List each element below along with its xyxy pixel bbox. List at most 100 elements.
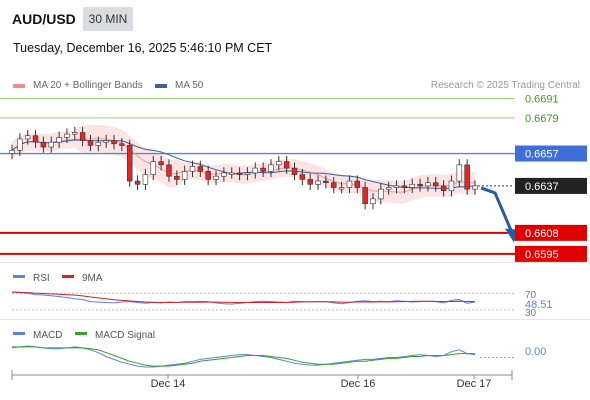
candle-body (464, 164, 470, 190)
projection-arrow (480, 186, 514, 234)
candle-body (338, 187, 345, 190)
candle-body (260, 167, 266, 172)
macd-value: 0.00 (525, 346, 546, 358)
candle-body (244, 172, 251, 175)
candle-body (299, 174, 306, 180)
ma20-swatch (13, 83, 25, 88)
rsi-value: 48.51 (525, 299, 553, 311)
level-label-0.6608: 0.6608 (525, 228, 559, 240)
rsi-level-label-70: 70 (525, 290, 537, 301)
candle-body (40, 141, 47, 148)
rsi-label: RSI (33, 273, 50, 284)
rsi-ma-swatch (62, 275, 74, 278)
level-label-0.6679: 0.6679 (525, 113, 559, 125)
candle-body (370, 198, 376, 205)
ma50-swatch (155, 83, 167, 88)
candle-body (150, 161, 156, 175)
candle-body (87, 140, 94, 146)
candle-body (425, 182, 431, 187)
candle-body (95, 141, 102, 146)
candle-body (331, 182, 337, 188)
candle-body (448, 180, 455, 192)
candle-body (174, 175, 180, 180)
candle-body (197, 166, 204, 172)
candle-body (126, 145, 133, 182)
candle-body (456, 164, 463, 182)
candle-body (307, 179, 313, 185)
research-credit: Research © 2025 Trading Central (430, 80, 580, 91)
price-panel: 0.6691 0.6679 0.6657 0.6637 0.6608 0.6595 (0, 93, 590, 320)
level-label-0.6691: 0.6691 (525, 93, 559, 105)
candle-body (72, 132, 78, 135)
candle-body (48, 141, 54, 148)
candle-body (346, 180, 353, 188)
candle-body (111, 140, 117, 145)
candle-body (103, 140, 109, 143)
candle-body (205, 171, 211, 180)
x-tick-label: Dec 14 (151, 378, 186, 390)
macd-label: MACD (33, 330, 62, 341)
chart-header: AUD/USD 30 MIN Tuesday, December 16, 202… (0, 0, 590, 70)
candle-body (17, 138, 23, 151)
candle-body (181, 171, 188, 180)
rsi-ma-label: 9MA (82, 273, 103, 284)
timeframe-badge[interactable]: 30 MIN (83, 7, 133, 31)
timestamp: Tuesday, December 16, 2025 5:46:10 PM CE… (13, 41, 273, 55)
macd-line (11, 345, 476, 368)
level-label-0.6637: 0.6637 (525, 181, 559, 193)
ma20-label: MA 20 + Bollinger Bands (33, 80, 143, 91)
candle-body (221, 172, 227, 177)
candle-body (228, 172, 235, 175)
candle-body (409, 183, 415, 188)
level-tag-0.6637 (515, 177, 587, 194)
rsi-ma-line (11, 291, 476, 303)
level-tag-0.6595 (515, 245, 587, 262)
candle-body (189, 166, 196, 172)
candle-body (166, 164, 172, 177)
candle-body (417, 183, 423, 187)
macd-signal-label: MACD Signal (95, 330, 155, 341)
pair-title: AUD/USD (12, 11, 76, 27)
candle-body (158, 161, 164, 166)
candle-body (472, 185, 478, 190)
level-tag-0.6608 (515, 224, 587, 241)
x-tick-label: Dec 16 (341, 378, 376, 390)
candle-body (134, 180, 141, 185)
level-label-0.6657: 0.6657 (525, 149, 559, 161)
time-axis: Dec 14 Dec 16 Dec 17 (11, 370, 513, 390)
ma50-label: MA 50 (175, 80, 204, 91)
candle-body (56, 137, 62, 143)
legend-ma50: MA 50 (155, 80, 203, 91)
level-tag-0.6657 (515, 145, 587, 162)
rsi-swatch (13, 275, 25, 278)
candle-body (393, 185, 400, 188)
legend-ma20: MA 20 + Bollinger Bands (13, 80, 143, 91)
candle-body (401, 185, 408, 188)
candle-body (268, 164, 274, 172)
candle-body (378, 188, 384, 200)
projection-arrowhead (505, 228, 518, 243)
candle-body (354, 180, 361, 188)
candle-body (291, 167, 298, 175)
candle-body (362, 187, 368, 205)
candle-body (24, 135, 31, 140)
macd-swatch (13, 332, 25, 335)
candle-body (315, 180, 321, 185)
candle-body (64, 133, 70, 138)
candle-body (119, 143, 125, 146)
candle-body (9, 149, 15, 154)
candle-body (213, 175, 219, 180)
candle-body (79, 132, 86, 141)
candle-body (276, 161, 282, 166)
macd-panel: MACD MACD Signal 0.00 (11, 330, 546, 368)
candle-body (433, 182, 439, 187)
ma20-line (11, 138, 476, 193)
level-label-0.6595: 0.6595 (525, 249, 559, 261)
candle-body (142, 174, 149, 185)
macd-signal-swatch (75, 332, 87, 335)
candle-body (236, 172, 243, 175)
candle-body (32, 135, 39, 143)
candle-body (252, 167, 259, 174)
